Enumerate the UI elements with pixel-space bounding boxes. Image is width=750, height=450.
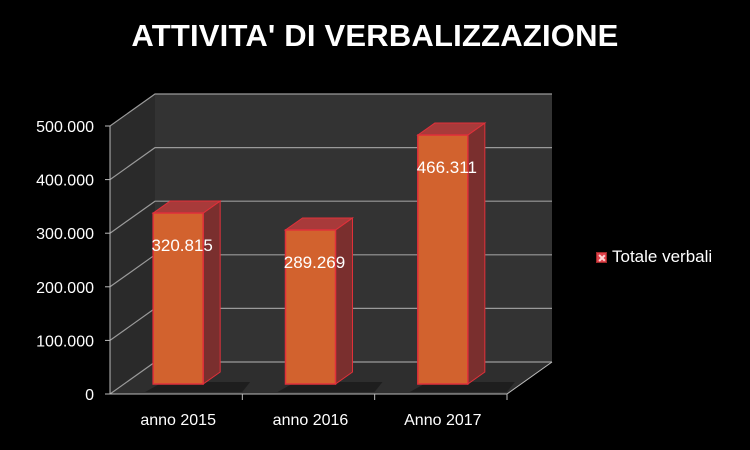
y-tick-label: 400.000 bbox=[36, 173, 94, 190]
y-tick-label: 200.000 bbox=[36, 280, 94, 297]
bar bbox=[417, 134, 469, 385]
floor-edge bbox=[506, 361, 553, 395]
side-wall bbox=[110, 94, 155, 394]
x-tick-label: anno 2016 bbox=[273, 412, 349, 429]
data-label: 289.269 bbox=[284, 253, 345, 272]
y-tick-label: 0 bbox=[85, 387, 94, 404]
x-tick-label: Anno 2017 bbox=[404, 412, 482, 429]
chart-legend: Totale verbali bbox=[596, 247, 712, 267]
bar bbox=[284, 229, 337, 385]
y-tick-label: 500.000 bbox=[36, 119, 94, 136]
y-tick-label: 100.000 bbox=[36, 333, 94, 350]
x-tick-label: anno 2015 bbox=[140, 412, 216, 429]
legend-label: Totale verbali bbox=[612, 247, 713, 266]
chart-title: ATTIVITA' DI VERBALIZZAZIONE bbox=[131, 18, 619, 53]
y-tick-label: 300.000 bbox=[36, 226, 94, 243]
gridline bbox=[109, 93, 552, 127]
bar-side bbox=[202, 200, 221, 385]
bar-side bbox=[335, 216, 353, 385]
data-label: 320.815 bbox=[151, 236, 212, 255]
legend-swatch-icon bbox=[596, 251, 607, 263]
data-label: 466.311 bbox=[417, 158, 477, 177]
bar bbox=[152, 212, 204, 385]
